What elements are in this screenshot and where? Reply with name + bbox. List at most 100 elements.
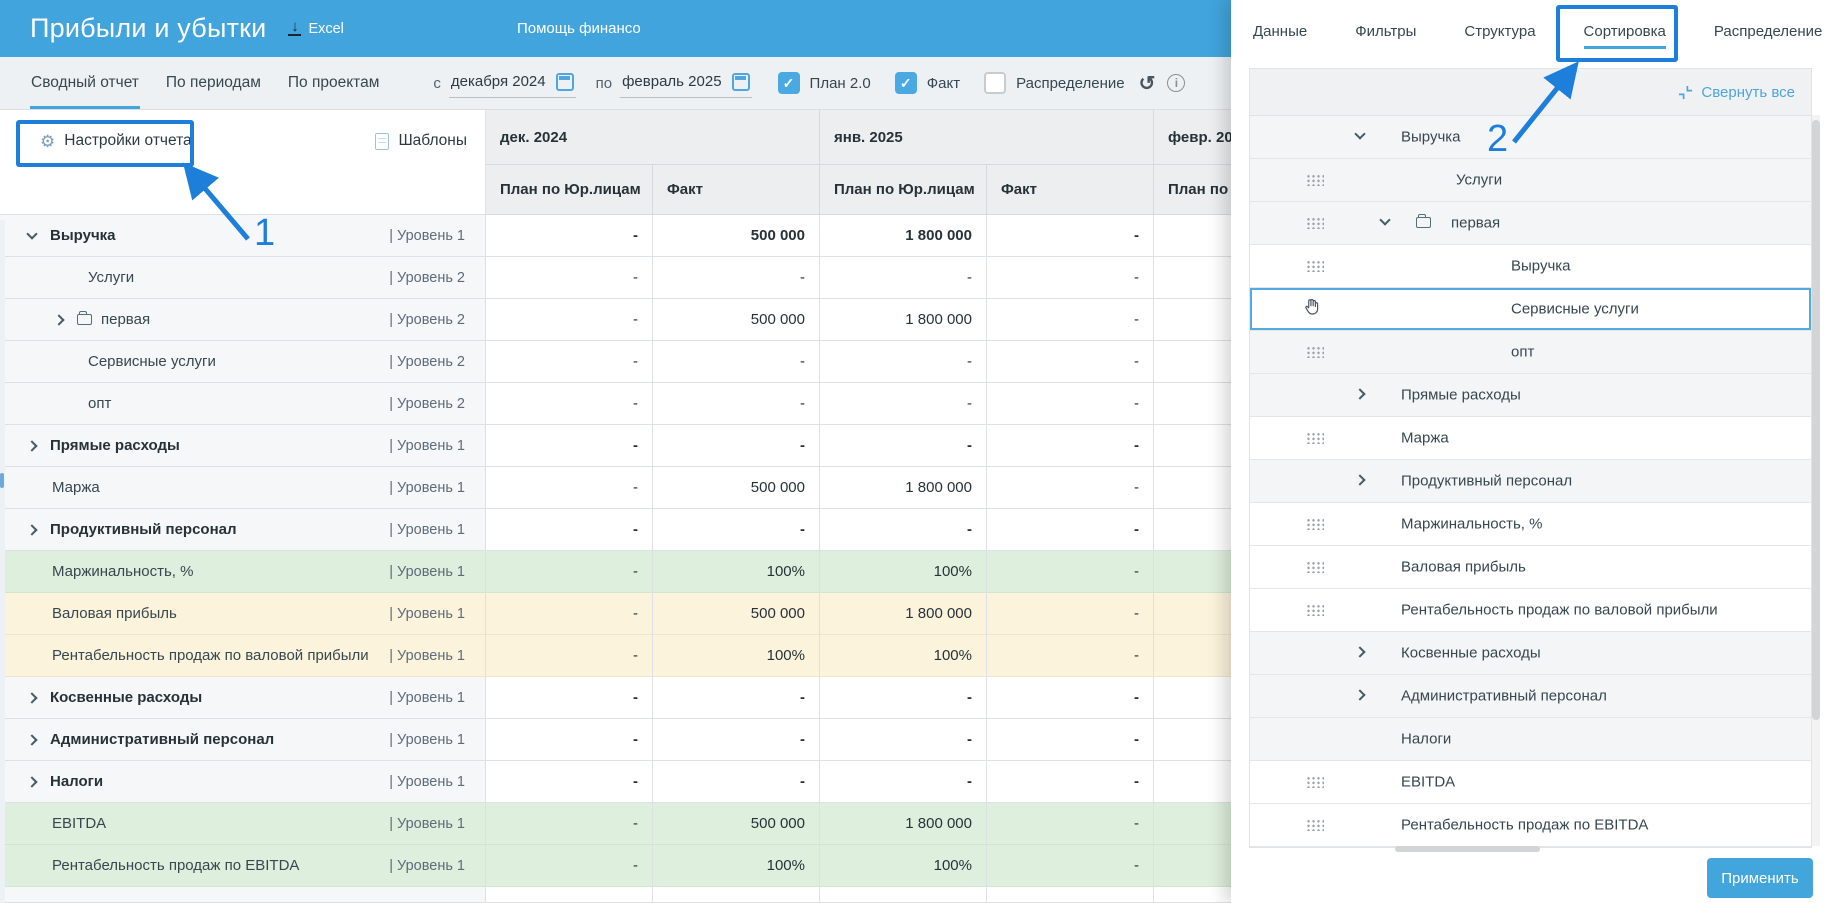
sort-item[interactable]: Услуги [1250, 159, 1811, 202]
collapse-all-link[interactable]: Свернуть все [1701, 83, 1795, 101]
panel-scrollbar-thumb[interactable] [1812, 120, 1820, 720]
undo-icon[interactable]: ↺ [1138, 72, 1156, 95]
report-tab-2[interactable]: По периодам [165, 74, 261, 91]
value-cell: - [653, 677, 820, 719]
excel-label: Excel [308, 20, 344, 37]
chevron-right-icon[interactable] [53, 313, 65, 326]
table-row[interactable]: Косвенные расходы | Уровень 1---- [0, 677, 1231, 719]
drag-handle-icon[interactable] [1306, 819, 1324, 831]
panel-tab-1[interactable]: Данные [1253, 22, 1308, 40]
chevron-right-icon[interactable] [1354, 474, 1366, 486]
calendar-icon[interactable] [555, 72, 574, 91]
drag-handle-icon[interactable] [1306, 260, 1324, 272]
info-icon[interactable]: i [1167, 74, 1186, 92]
table-row[interactable]: первая | Уровень 2-500 000 1 800 000- [0, 299, 1231, 341]
table-row[interactable]: Услуги | Уровень 2---- [0, 257, 1231, 299]
table-row[interactable]: Выручка | Уровень 1-500 000 1 800 000- [0, 215, 1231, 257]
checkbox-label: Распределение [1016, 74, 1125, 92]
value-cell: - [987, 761, 1154, 803]
sort-item[interactable]: Административный персонал [1250, 675, 1811, 718]
table-row[interactable]: Валовая прибыль | Уровень 1-500 000 1 800 … [0, 593, 1231, 635]
date-from-field[interactable]: декабря 2024 [448, 69, 576, 98]
panel-tab-3[interactable]: Структура [1464, 22, 1536, 40]
date-to-group: по февраль 2025 [596, 69, 752, 98]
drag-handle-icon[interactable] [1306, 561, 1324, 573]
sort-item[interactable]: Сервисные услуги [1250, 288, 1811, 331]
drag-handle-icon[interactable] [1306, 432, 1324, 444]
excel-export-button[interactable]: ↓ Excel [288, 19, 344, 37]
chevron-right-icon[interactable] [26, 691, 38, 704]
chevron-down-icon[interactable] [26, 228, 38, 240]
date-to-field[interactable]: февраль 2025 [620, 69, 752, 98]
panel-tab-5[interactable]: Распределение [1713, 22, 1823, 40]
sort-item[interactable]: Прямые расходы [1250, 374, 1811, 417]
sort-item[interactable]: Рентабельность продаж по EBITDA [1250, 804, 1811, 847]
value-cell-clipped [1154, 719, 1231, 761]
table-row[interactable]: Прямые расходы | Уровень 1---- [0, 425, 1231, 467]
chevron-right-icon[interactable] [1354, 689, 1366, 701]
sort-item[interactable]: Маржа [1250, 417, 1811, 460]
sort-item[interactable]: Рентабельность продаж по валовой прибыли [1250, 589, 1811, 632]
table-row[interactable]: Административный персонал | Уровень 1---- [0, 719, 1231, 761]
table-row[interactable]: опт | Уровень 2---- [0, 383, 1231, 425]
sort-item[interactable]: Продуктивный персонал [1250, 460, 1811, 503]
sort-item-label: Маржинальность, % [1401, 515, 1543, 533]
report-settings-button[interactable]: ⚙ Настройки отчета [40, 132, 192, 150]
row-label: опт [88, 395, 112, 412]
checkbox-box[interactable]: ✓ [777, 72, 800, 94]
left-scrollbar-thumb[interactable] [0, 473, 4, 488]
checkbox-box[interactable] [984, 72, 1007, 94]
drag-handle-icon[interactable] [1306, 776, 1324, 788]
chevron-right-icon[interactable] [26, 733, 38, 746]
table-row[interactable]: Рентабельность продаж по EBITDA | Уровень… [0, 845, 1231, 887]
checkbox-1[interactable]: ✓ План 2.0 [777, 72, 871, 94]
checkbox-box[interactable]: ✓ [894, 72, 917, 94]
table-row[interactable]: Рентабельность продаж по валовой прибыли… [0, 635, 1231, 677]
left-scrollbar[interactable] [0, 220, 5, 903]
checkbox-3[interactable]: Распределение [984, 72, 1125, 94]
sort-item[interactable]: Налоги [1250, 718, 1811, 761]
calendar-icon[interactable] [731, 72, 750, 91]
report-tab-3[interactable]: По проектам [287, 74, 380, 91]
row-label: Услуги [88, 269, 135, 286]
sort-item[interactable]: EBITDA [1250, 761, 1811, 804]
drag-handle-icon[interactable] [1306, 174, 1324, 186]
drag-handle-icon[interactable] [1306, 518, 1324, 530]
chevron-down-icon[interactable] [1379, 214, 1391, 226]
checkbox-2[interactable]: ✓ Факт [894, 72, 960, 94]
panel-vertical-scrollbar[interactable] [1812, 115, 1820, 846]
sort-item[interactable]: Маржинальность, % [1250, 503, 1811, 546]
table-row[interactable]: Маржинальность, % | Уровень 1-100% 100% - [0, 551, 1231, 593]
table-rows: Выручка | Уровень 1-500 000 1 800 000- Услу… [0, 215, 1231, 903]
table-row[interactable]: Сервисные услуги | Уровень 2---- [0, 341, 1231, 383]
drag-handle-icon[interactable] [1306, 604, 1324, 616]
value-cell: - [820, 257, 987, 299]
table-row[interactable]: Налоги | Уровень 1---- [0, 761, 1231, 803]
sort-item[interactable]: Выручка [1250, 245, 1811, 288]
panel-tab-4[interactable]: Сортировка [1583, 0, 1667, 62]
sort-list: Свернуть все Выручка Услуги первая Выручка С… [1249, 68, 1812, 848]
value-cell: 100% [820, 845, 987, 887]
table-row[interactable]: Маржа | Уровень 1-500 000 1 800 000- [0, 467, 1231, 509]
chevron-right-icon[interactable] [26, 439, 38, 452]
sort-item[interactable]: Валовая прибыль [1250, 546, 1811, 589]
panel-horizontal-scrollbar[interactable] [1395, 846, 1540, 852]
panel-tab-2[interactable]: Фильтры [1355, 22, 1417, 40]
sort-item[interactable]: первая [1250, 202, 1811, 245]
sort-item[interactable]: Косвенные расходы [1250, 632, 1811, 675]
chevron-down-icon[interactable] [1354, 128, 1366, 140]
templates-button[interactable]: Шаблоны [375, 132, 467, 150]
chevron-right-icon[interactable] [26, 775, 38, 788]
chevron-right-icon[interactable] [1354, 646, 1366, 658]
drag-handle-icon[interactable] [1306, 346, 1324, 358]
apply-button[interactable]: Применить [1707, 858, 1813, 898]
report-tab-1[interactable]: Сводный отчет [30, 57, 140, 109]
help-link[interactable]: Помощь финансо [517, 20, 641, 37]
drag-handle-icon[interactable] [1306, 217, 1324, 229]
sort-item[interactable]: опт [1250, 331, 1811, 374]
table-row[interactable]: EBITDA | Уровень 1-500 000 1 800 000- [0, 803, 1231, 845]
sort-item[interactable]: Выручка [1250, 116, 1811, 159]
chevron-right-icon[interactable] [1354, 388, 1366, 400]
chevron-right-icon[interactable] [26, 523, 38, 536]
table-row[interactable]: Продуктивный персонал | Уровень 1---- [0, 509, 1231, 551]
